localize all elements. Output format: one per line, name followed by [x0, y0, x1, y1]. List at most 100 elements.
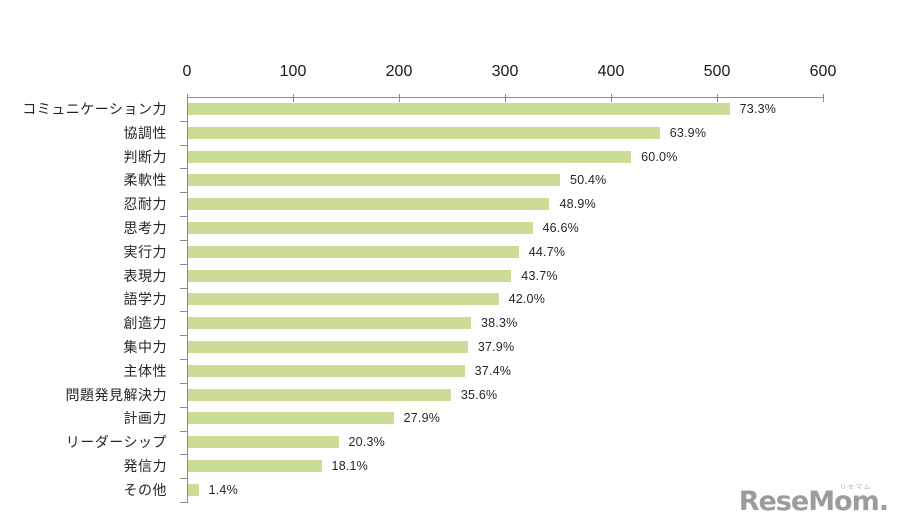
x-tick-label: 200 — [385, 63, 413, 80]
bar-row: 1.4% — [188, 478, 823, 502]
bar-row: 37.4% — [188, 359, 823, 383]
bar-6 — [188, 221, 533, 234]
y-tick-mark — [180, 239, 188, 241]
bar-value-label: 20.3% — [348, 435, 385, 450]
y-tick-mark — [180, 430, 188, 432]
bar-13 — [188, 388, 451, 401]
bar-3 — [188, 150, 632, 163]
bar-1 — [188, 102, 730, 115]
bar-value-label: 37.9% — [477, 340, 515, 355]
logo-ruby-text: リセマム — [839, 485, 872, 491]
category-label: 思考力 — [123, 219, 167, 236]
plot-area: 0 100 200 300 400 500 600 73.3% 63.9% 60.0% 50.4%… — [180, 63, 836, 503]
bar-15 — [188, 436, 339, 449]
category-label: リーダーシップ — [65, 434, 167, 451]
bar-value-label: 63.9% — [669, 125, 707, 140]
bar-14 — [188, 412, 394, 425]
category-label: 忍耐力 — [123, 196, 167, 213]
bar-value-label: 35.6% — [460, 387, 498, 402]
bar-8 — [188, 269, 512, 282]
logo-text: ReseMom. — [738, 486, 889, 517]
category-axis-labels: コミュニケーション力協調性判断力柔軟性忍耐力思考力実行力表現力語学力創造力集中力… — [0, 97, 180, 502]
bar-value-label: 43.7% — [521, 268, 558, 283]
y-tick-mark — [180, 311, 188, 313]
bar-10 — [188, 317, 472, 330]
bar-row: 38.3% — [188, 311, 823, 335]
bar-value-label: 1.4% — [208, 482, 238, 497]
resemom-logo: リセマム ReseMom. — [738, 485, 889, 517]
x-tick-mark — [399, 94, 400, 102]
category-label: 表現力 — [123, 267, 167, 284]
x-tick-mark — [293, 94, 294, 102]
category-label: 協調性 — [123, 124, 167, 141]
x-tick-label: 400 — [597, 63, 625, 80]
y-tick-mark — [180, 168, 188, 170]
bar-5 — [188, 198, 550, 211]
bar-value-label: 42.0% — [508, 292, 546, 307]
category-label: 柔軟性 — [123, 172, 167, 189]
category-label: 実行力 — [123, 243, 167, 260]
bar-row: 50.4% — [188, 168, 823, 192]
bar-row: 63.9% — [188, 121, 823, 145]
category-label: コミュニケーション力 — [22, 100, 167, 117]
x-tick-mark — [611, 94, 612, 102]
y-tick-mark — [180, 406, 188, 408]
bar-value-label: 48.9% — [559, 197, 596, 212]
y-tick-mark — [180, 263, 188, 265]
bar-row: 46.6% — [188, 216, 823, 240]
bar-row: 44.7% — [188, 240, 823, 264]
category-label: 問題発見解決力 — [65, 386, 167, 403]
bar-value-label: 44.7% — [528, 244, 566, 259]
x-tick-mark — [505, 94, 506, 102]
bar-4 — [188, 174, 561, 187]
x-tick-label: 0 — [182, 63, 192, 80]
bar-row: 35.6% — [188, 383, 823, 407]
y-tick-mark — [180, 192, 188, 194]
bar-value-label: 73.3% — [739, 101, 777, 116]
bar-row: 37.9% — [188, 335, 823, 359]
category-label: 発信力 — [123, 458, 167, 475]
x-tick-label: 100 — [279, 63, 307, 80]
category-label: 判断力 — [123, 148, 167, 165]
bar-value-label: 27.9% — [403, 411, 441, 426]
bar-9 — [188, 293, 499, 306]
category-label: 主体性 — [123, 362, 167, 379]
category-label: 集中力 — [123, 339, 167, 356]
bar-row: 42.0% — [188, 288, 823, 312]
x-tick-mark — [187, 94, 188, 102]
y-tick-mark — [180, 216, 188, 218]
y-tick-mark — [180, 359, 188, 361]
bar-12 — [188, 364, 465, 377]
y-tick-mark — [180, 382, 188, 384]
category-label: その他 — [123, 481, 167, 498]
y-tick-mark — [180, 120, 188, 122]
bar-11 — [188, 341, 468, 354]
bar-row: 20.3% — [188, 430, 823, 454]
category-label: 語学力 — [123, 291, 167, 308]
bar-series: 73.3% 63.9% 60.0% 50.4% 48.9% 46.6% 44.7% 43.7%… — [188, 97, 823, 502]
bar-value-label: 60.0% — [641, 149, 678, 164]
bar-2 — [188, 126, 660, 139]
category-label: 計画力 — [123, 410, 167, 427]
bar-row: 18.1% — [188, 454, 823, 478]
category-label: 創造力 — [123, 315, 167, 332]
y-tick-mark — [180, 335, 188, 337]
x-tick-mark — [717, 94, 718, 102]
bar-16 — [188, 460, 322, 473]
bar-row: 73.3% — [188, 97, 823, 121]
bar-row: 48.9% — [188, 192, 823, 216]
y-tick-mark — [180, 287, 188, 289]
y-tick-mark — [180, 478, 188, 480]
y-tick-mark — [180, 144, 188, 146]
bar-row: 43.7% — [188, 264, 823, 288]
bar-value-label: 46.6% — [542, 220, 579, 235]
bar-17 — [188, 483, 199, 496]
y-tick-mark — [180, 502, 188, 503]
y-axis-line — [187, 97, 188, 503]
x-tick-label: 300 — [491, 63, 519, 80]
bar-value-label: 37.4% — [474, 363, 512, 378]
x-tick-label: 600 — [809, 63, 837, 80]
bar-value-label: 50.4% — [570, 173, 607, 188]
bar-7 — [188, 245, 519, 258]
